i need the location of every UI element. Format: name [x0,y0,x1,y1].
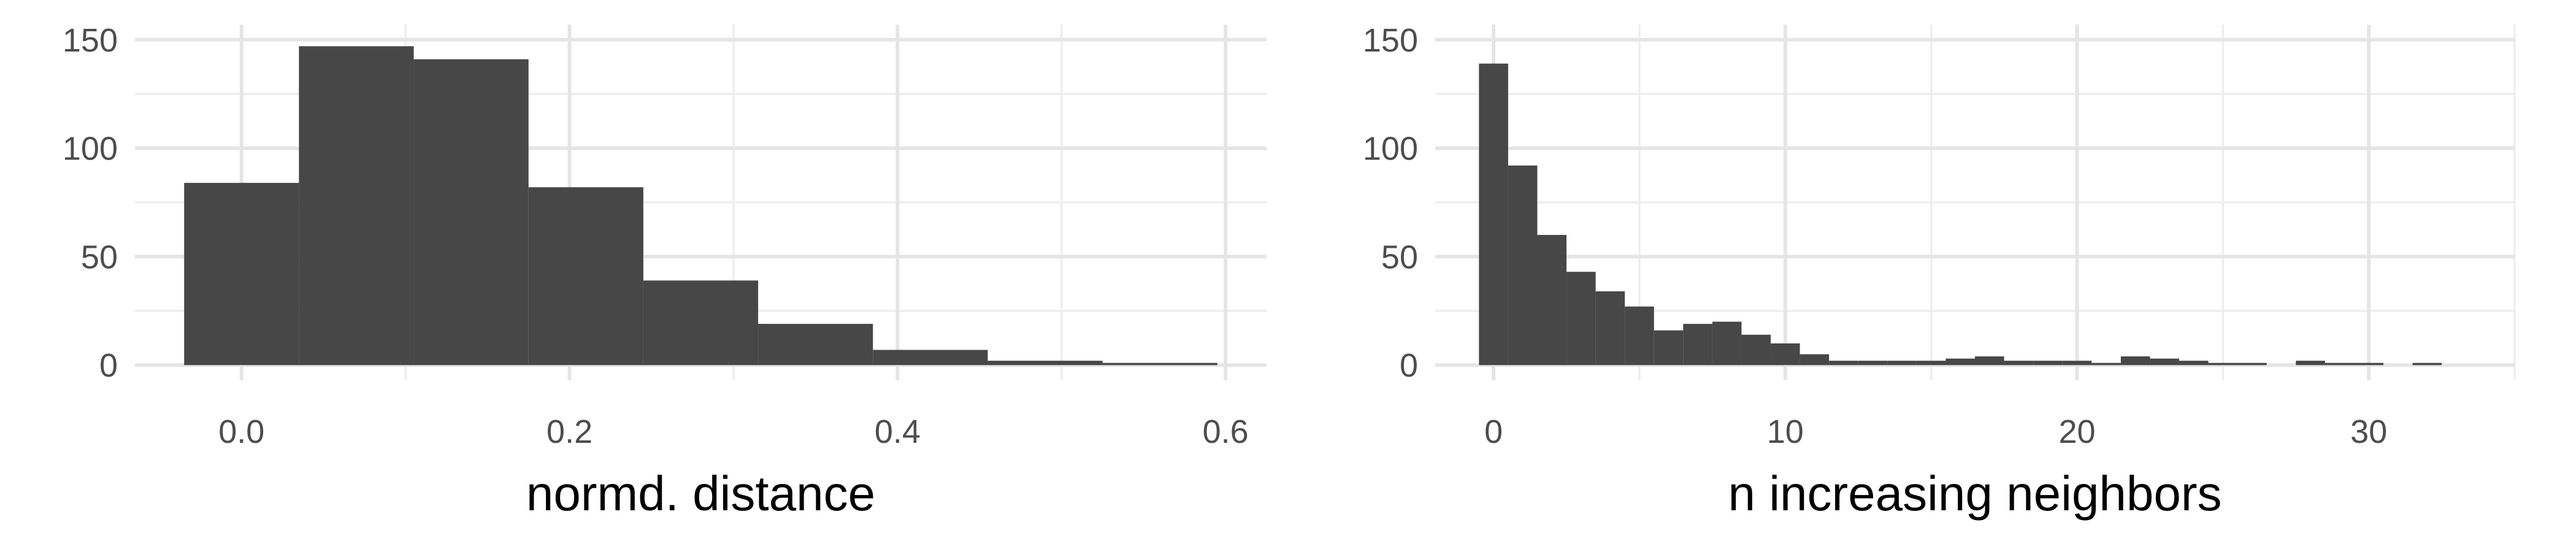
histogram-bar [1916,361,1946,366]
histogram-bar [1945,358,1975,366]
x-tick-label: 0 [1484,413,1503,450]
x-axis-title: normd. distance [526,466,875,521]
histogram-bar [2354,362,2383,366]
histogram-bar [1595,291,1625,366]
histogram-bar [2208,362,2238,366]
x-tick-label: 20 [2058,413,2095,450]
histogram-bar [1975,356,2004,366]
histogram-bar [1537,235,1567,366]
histogram-bar [1858,361,1888,366]
histogram-bar [1683,324,1712,366]
histogram-bar [1712,321,1742,366]
histogram-bar [1829,361,1858,366]
histogram-bar [2120,356,2150,366]
histogram-bar [528,187,643,366]
histogram-bar [2237,362,2267,366]
histogram-bar [1102,362,1217,366]
histogram-bar [184,183,299,366]
histogram-bar [2004,361,2034,366]
y-tick-label: 100 [63,131,118,167]
histogram-bar [1508,165,1538,366]
x-tick-label: 0.0 [218,413,264,450]
histogram-bar [873,350,988,366]
histogram-bar [2179,361,2209,366]
y-tick-label: 50 [81,239,118,275]
histogram-bar [1654,330,1684,366]
x-tick-label: 30 [2350,413,2387,450]
x-tick-label: 0.4 [875,413,921,450]
x-tick-label: 0.2 [546,413,592,450]
y-tick-label: 0 [1400,347,1418,384]
histogram-bar [1479,63,1508,366]
y-tick-label: 150 [1363,22,1418,59]
histogram-bar [2091,362,2121,366]
histogram-bar [1741,334,1771,366]
histogram-panel-2: 0 50 100 150 0 10 20 30 n increasing neighbors [1363,22,2516,521]
x-axis-title: n increasing neighbors [1728,466,2222,521]
y-tick-label: 50 [1381,239,1418,275]
y-tick-label: 0 [99,347,118,384]
histogram-bar [2296,361,2325,366]
histogram-bar [2033,361,2063,366]
histogram-bar [1625,306,1654,366]
histogram-bar [987,361,1103,366]
histogram-bar [2412,362,2442,366]
histogram-bar [299,46,414,366]
histogram-bar [1800,354,1830,366]
histogram-panel-1: 0 50 100 150 0.0 0.2 0.4 0.6 normd. distance [63,22,1267,521]
x-tick-label: 0.6 [1203,413,1249,450]
histogram-bar [2150,358,2179,366]
x-tick-label: 10 [1767,413,1804,450]
histogram-bar [758,324,873,366]
histogram-bar [1887,361,1917,366]
histogram-bar [1566,272,1596,366]
histogram-bar [643,280,759,366]
histogram-bar [413,59,529,366]
histogram-bar [2062,361,2092,366]
histogram-bar [2325,362,2355,366]
y-tick-label: 150 [63,22,118,59]
y-tick-label: 100 [1363,131,1418,167]
histogram-bar [1771,343,1800,366]
